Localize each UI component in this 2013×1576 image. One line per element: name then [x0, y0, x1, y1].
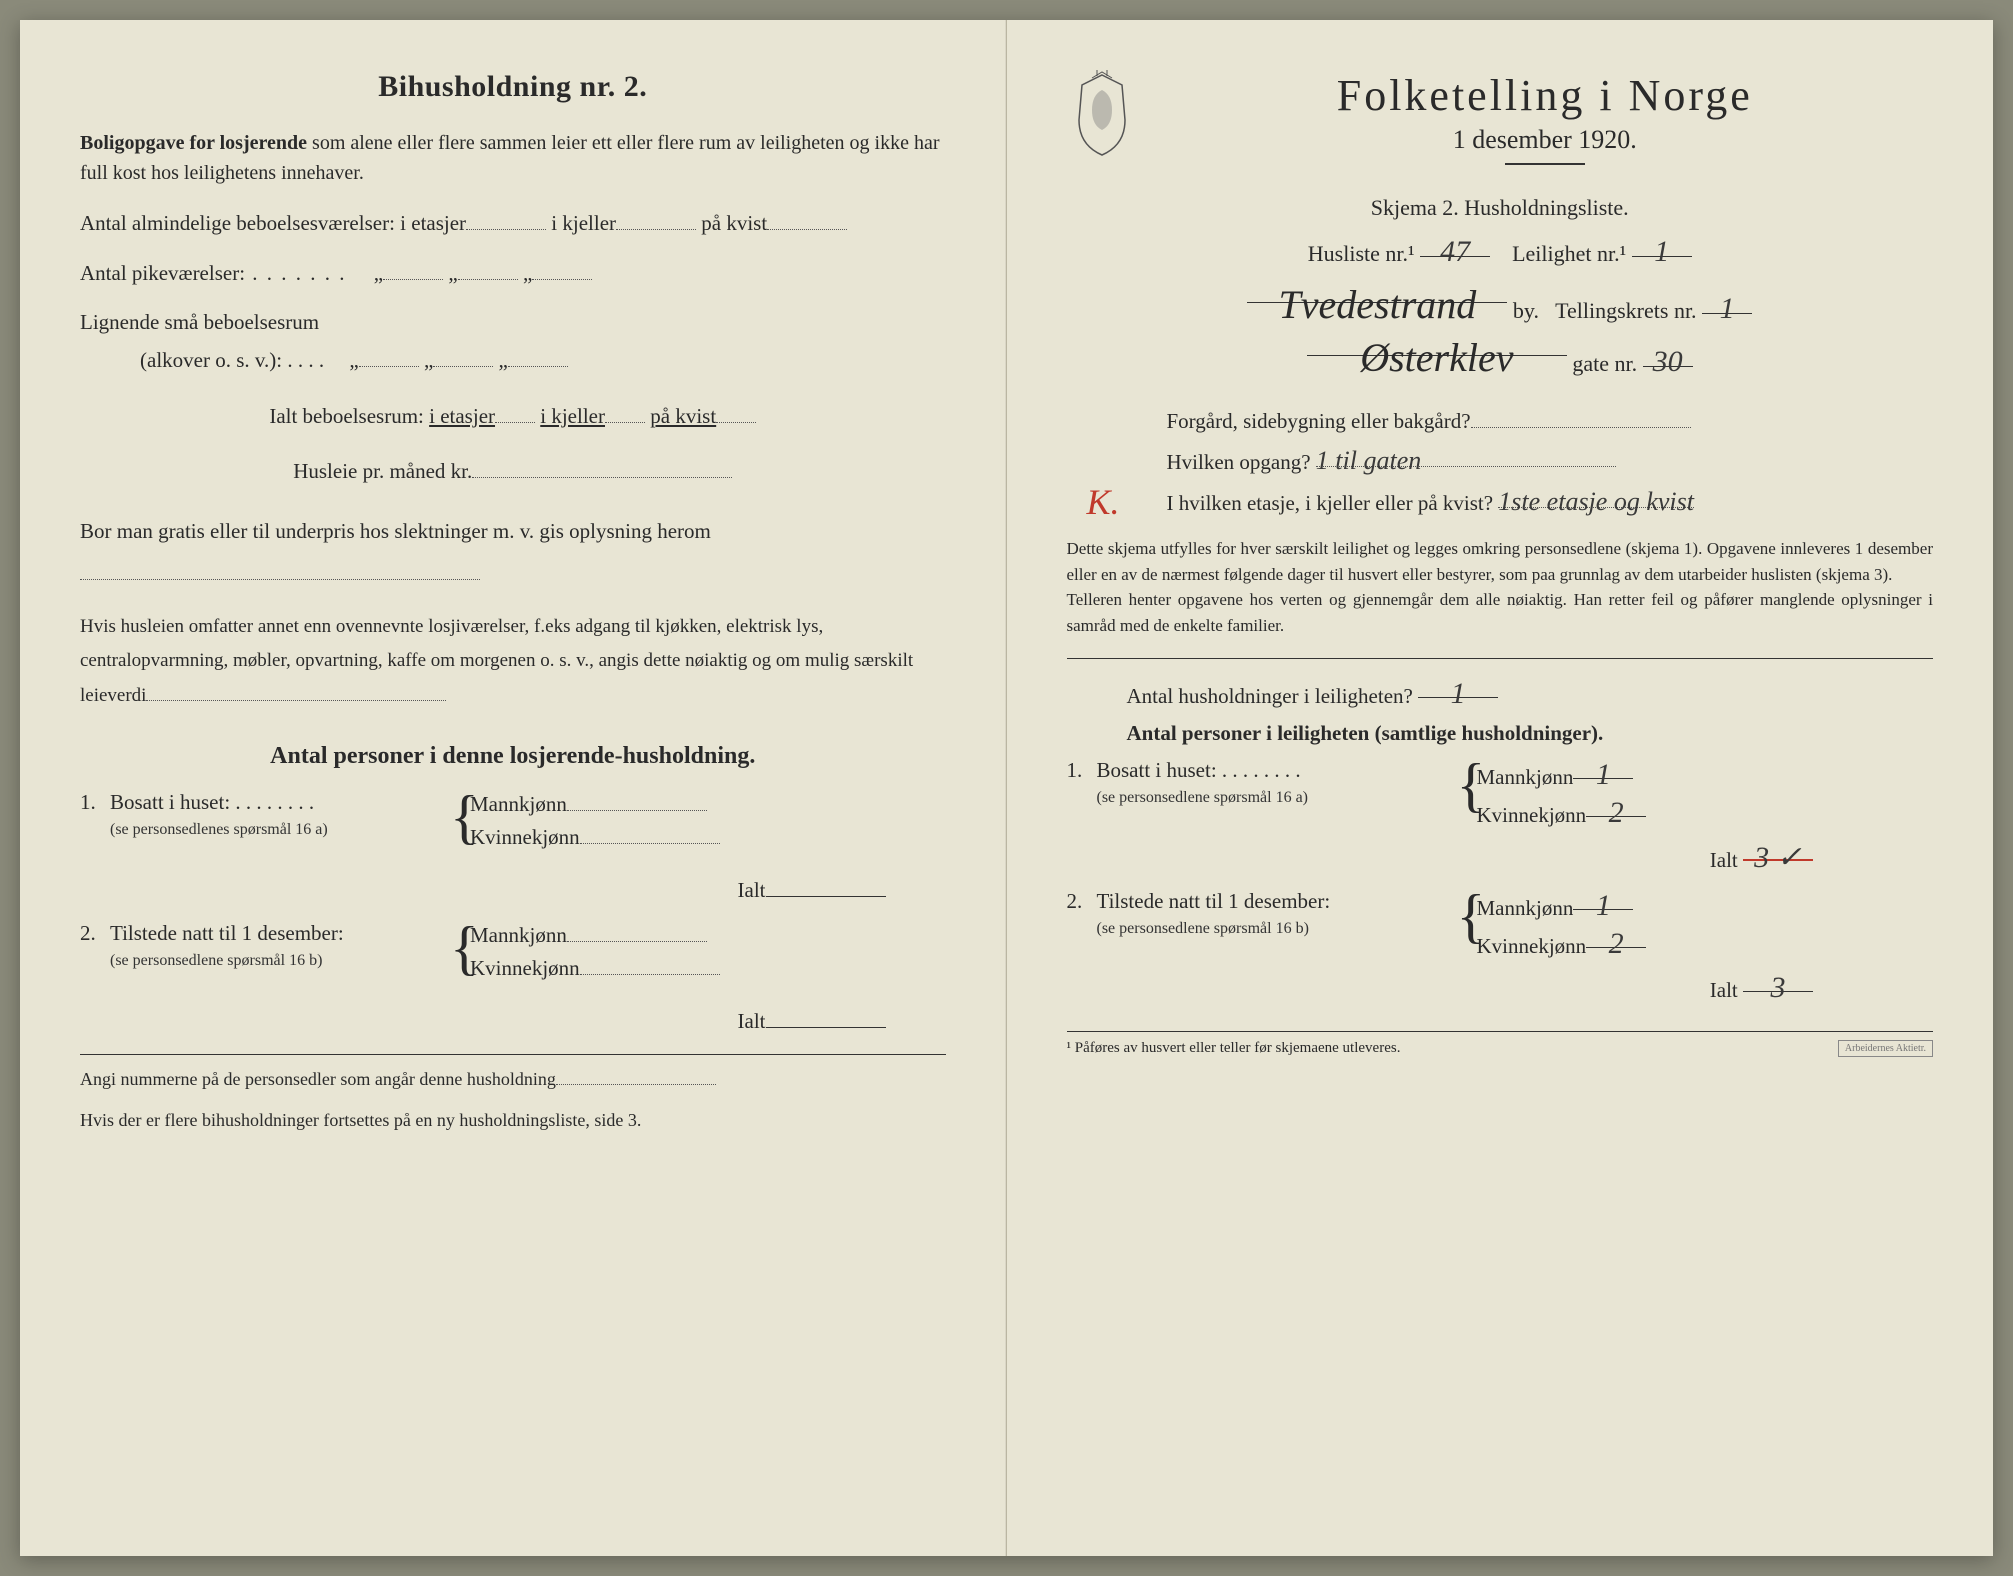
left-page: Bihusholdning nr. 2. Boligopgave for los… [20, 20, 1007, 1556]
r2-mann-value: 1 [1590, 889, 1617, 923]
left-ialt-1: Ialt [80, 876, 946, 903]
left-ialt-2: Ialt [80, 1007, 946, 1034]
street-value: Østerklev [1360, 335, 1513, 380]
brace-icon: { [450, 790, 470, 844]
line-gratis: Bor man gratis eller til underpris hos s… [80, 510, 946, 594]
left-row-2: 2. Tilstede natt til 1 desember: (se per… [80, 921, 946, 987]
city-value: Tvedestrand [1279, 282, 1477, 327]
instructions: Dette skjema utfylles for hver særskilt … [1067, 536, 1934, 638]
line-ialt-rooms: Ialt beboelsesrum: i etasjer i kjeller p… [80, 399, 946, 435]
husliste-row: Husliste nr.¹ 47 Leilighet nr.¹ 1 [1067, 235, 1934, 267]
q-opgang: Hvilken opgang? 1 til gaten [1167, 446, 1934, 475]
street-row: Østerklev gate nr. 30 [1067, 334, 1934, 377]
antal-hush-value: 1 [1445, 677, 1472, 711]
red-mark: K. [1087, 481, 1120, 523]
line-husleie: Husleie pr. måned kr. [80, 454, 946, 490]
left-title: Bihusholdning nr. 2. [80, 70, 946, 104]
brace-icon: { [1457, 758, 1477, 812]
r2-ialt-value: 3 [1765, 971, 1792, 1005]
opgang-value: 1 til gaten [1316, 446, 1421, 475]
r2-kvinne-value: 2 [1603, 927, 1630, 961]
main-title: Folketelling i Norge [1157, 70, 1934, 121]
right-ialt-2: Ialt 3 [1067, 971, 1934, 1003]
antal-hush-row: Antal husholdninger i leiligheten? 1 [1127, 677, 1934, 709]
intro-text: Boligopgave for losjerende som alene ell… [80, 128, 946, 188]
leilighet-value: 1 [1648, 235, 1675, 269]
footnote-row: ¹ Påføres av husvert eller teller før sk… [1067, 1031, 1934, 1057]
etasje-value: 1ste etasje og kvist [1498, 487, 1694, 516]
left-row-1: 1. Bosatt i huset: . . . . . . . . (se p… [80, 790, 946, 856]
right-ialt-1: Ialt 3 ✓ [1067, 840, 1934, 873]
document-spread: Bihusholdning nr. 2. Boligopgave for los… [20, 20, 1993, 1556]
husliste-value: 47 [1434, 235, 1476, 269]
r1-mann-value: 1 [1590, 758, 1617, 792]
line-lignende-a: Lignende små beboelsesrum [80, 305, 946, 341]
line-lignende-b: (alkover o. s. v.): . . . . „ „ „ [140, 343, 946, 379]
left-section-title: Antal personer i denne losjerende-hushol… [80, 743, 946, 770]
intro-bold: Boligopgave for losjerende [80, 132, 307, 154]
antal-pers-label: Antal personer i leiligheten (samtlige h… [1127, 721, 1934, 746]
right-page: Folketelling i Norge 1 desember 1920. Sk… [1007, 20, 1994, 1556]
subtitle: 1 desember 1920. [1157, 125, 1934, 155]
line-rooms: Antal almindelige beboelsesværelser: i e… [80, 206, 946, 242]
r1-ialt-value: 3 ✓ [1748, 840, 1808, 875]
brace-icon: { [450, 921, 470, 975]
q-etasje: K. I hvilken etasje, i kjeller eller på … [1167, 487, 1934, 516]
footnote-text: ¹ Påføres av husvert eller teller før sk… [1067, 1040, 1401, 1057]
printer-stamp: Arbeidernes Aktietr. [1838, 1040, 1933, 1057]
gate-value: 30 [1647, 345, 1689, 379]
line-omfatter: Hvis husleien omfatter annet enn ovennev… [80, 610, 946, 713]
line-pike: Antal pikeværelser: „ „ „ [80, 256, 946, 292]
city-row: Tvedestrand by. Tellingskrets nr. 1 [1067, 281, 1934, 324]
left-footer: Hvis der er flere bihusholdninger fortse… [80, 1110, 946, 1131]
r1-kvinne-value: 2 [1603, 796, 1630, 830]
left-angi: Angi nummerne på de personsedler som ang… [80, 1054, 946, 1090]
header: Folketelling i Norge 1 desember 1920. [1067, 70, 1934, 185]
q-forgard: Forgård, sidebygning eller bakgård? [1167, 407, 1934, 434]
tellingskrets-value: 1 [1714, 292, 1741, 326]
skjema-label: Skjema 2. Husholdningsliste. [1067, 195, 1934, 221]
brace-icon: { [1457, 889, 1477, 943]
right-row-2: 2. Tilstede natt til 1 desember: (se per… [1067, 889, 1934, 965]
coat-of-arms-icon [1067, 70, 1137, 160]
right-row-1: 1. Bosatt i huset: . . . . . . . . (se p… [1067, 758, 1934, 834]
